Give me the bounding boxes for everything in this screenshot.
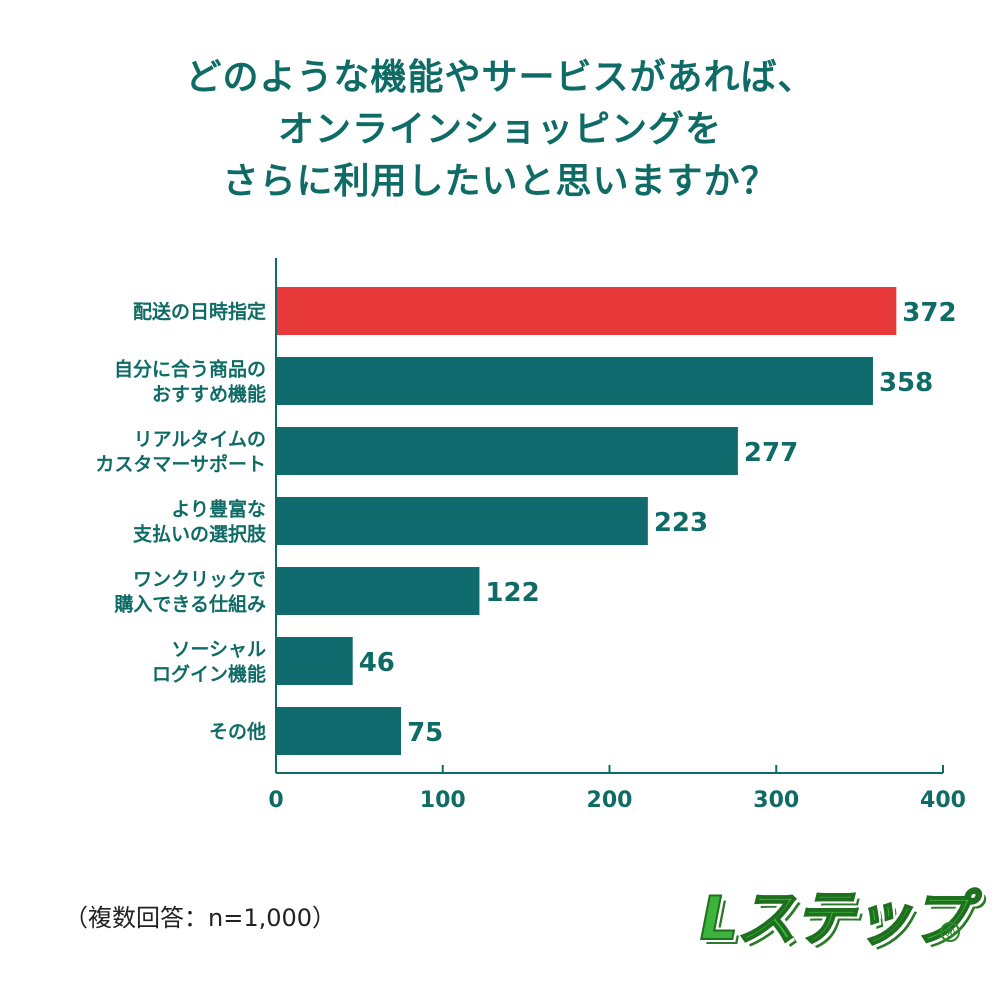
bar [277,427,738,475]
category-label-line: 自分に合う商品の [114,358,266,381]
category-label-line: その他 [209,720,266,743]
data-label: 277 [744,438,798,468]
category-label-line: ログイン機能 [152,663,266,686]
x-tick-label: 200 [587,788,633,813]
category-label: 配送の日時指定 [133,300,266,323]
category-label: ソーシャルログイン機能 [152,639,266,686]
bar [277,357,873,405]
category-label-line: カスタマーサポート [95,453,266,476]
data-label: 358 [879,368,933,398]
data-label: 75 [407,718,443,748]
data-label: 122 [485,578,539,608]
category-label-line: リアルタイムの [134,429,266,451]
category-label: ワンクリックで購入できる仕組み [114,569,266,616]
x-tick-label: 100 [420,788,466,813]
x-tick-label: 300 [753,788,799,813]
data-label: 372 [902,298,956,328]
category-label: その他 [209,720,266,743]
x-tick-label: 0 [268,788,283,813]
bar [277,567,480,615]
category-label-line: 支払いの選択肢 [132,523,267,546]
chart-title: どのような機能やサービスがあれば、 オンラインショッピングを さらに利用したいと… [0,52,1000,208]
x-tick-label: 400 [920,788,966,813]
bar [277,497,648,545]
title-line-1: どのような機能やサービスがあれば、 [185,57,815,98]
bar [277,637,353,685]
data-label: 46 [359,648,395,678]
bar [277,707,402,755]
category-label: より豊富な支払いの選択肢 [132,498,267,546]
bar [277,287,897,335]
bar-chart: 0 100 200 300 400 372 配送の日時指定 358 自分に合う商品のおすすめ機能… [95,258,966,813]
registered-mark-icon: ® [940,922,960,942]
category-label-line: おすすめ機能 [152,383,266,406]
data-label: 223 [654,508,708,538]
logo-text: Lステップ [699,883,971,955]
brand-logo: Lステップ ® [699,870,971,960]
category-label-line: 配送の日時指定 [133,300,266,323]
title-line-3: さらに利用したいと思いますか？ [222,161,778,202]
category-label-line: より豊富な [171,498,266,521]
category-label: リアルタイムのカスタマーサポート [95,429,266,476]
category-label-line: ワンクリックで [133,569,266,591]
category-label-line: ソーシャル [171,639,266,661]
title-line-2: オンラインショッピングを [277,109,722,150]
sample-note: （複数回答：n=1,000） [64,904,337,932]
category-label: 自分に合う商品のおすすめ機能 [114,358,266,406]
category-label-line: 購入できる仕組み [114,593,266,616]
